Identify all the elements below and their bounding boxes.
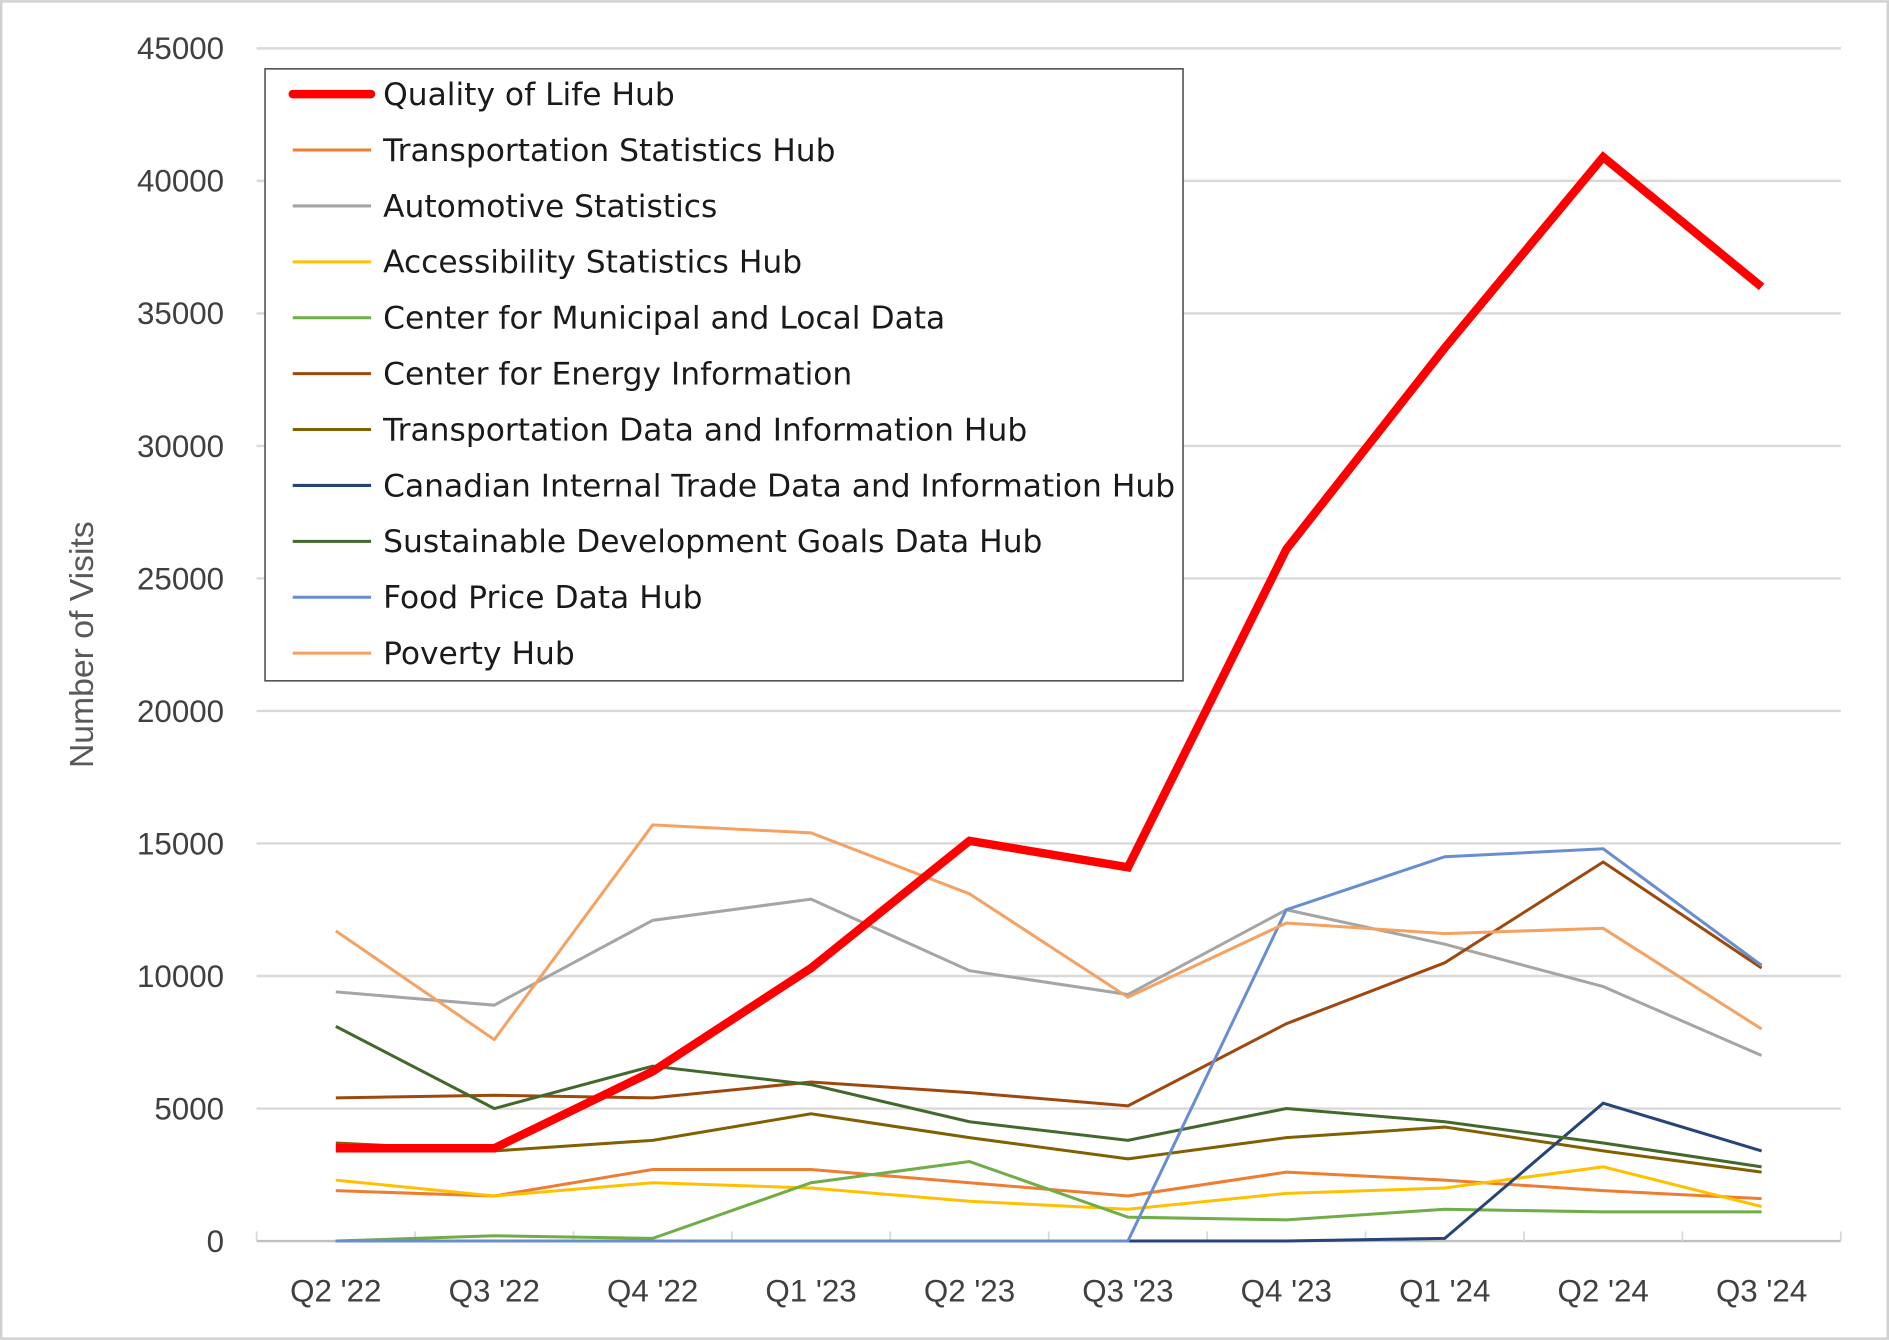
x-tick-label: Q2 '23: [924, 1273, 1015, 1308]
x-tick-label: Q4 '23: [1241, 1273, 1332, 1308]
y-tick-label: 35000: [137, 296, 224, 331]
x-tick-label: Q1 '24: [1399, 1273, 1490, 1308]
y-axis-ticks: 0 5000 10000 15000 20000 25000 30000 35000 40000…: [137, 31, 224, 1259]
legend-label: Automotive Statistics: [383, 189, 717, 225]
legend-label: Quality of Life Hub: [383, 77, 675, 113]
legend-label: Accessibility Statistics Hub: [383, 245, 802, 281]
x-tick-label: Q3 '22: [449, 1273, 540, 1308]
series-line-6: [335, 1112, 1762, 1174]
y-tick-label: 10000: [137, 959, 224, 994]
y-tick-label: 20000: [137, 694, 224, 729]
y-tick-label: 0: [207, 1224, 224, 1259]
series-line-10: [334, 823, 1763, 1042]
legend-label: Transportation Data and Information Hub: [382, 412, 1027, 448]
series-line-3: [335, 1165, 1762, 1211]
y-tick-label: 30000: [137, 429, 224, 464]
legend-box: [264, 68, 1184, 682]
series-line-2: [335, 897, 1763, 1057]
series-line-5: [335, 860, 1763, 1108]
series-lines: [334, 151, 1765, 1243]
y-tick-label: 5000: [154, 1091, 224, 1126]
y-tick-label: 45000: [137, 31, 224, 66]
legend-label: Center for Municipal and Local Data: [383, 301, 945, 337]
series-line-4: [335, 1159, 1762, 1243]
legend-label: Canadian Internal Trade Data and Informa…: [383, 468, 1175, 504]
series-line-9: [335, 847, 1763, 1243]
x-tick-label: Q2 '22: [290, 1273, 381, 1308]
legend-label: Sustainable Development Goals Data Hub: [383, 524, 1042, 560]
series-line-0: [335, 151, 1765, 1153]
y-axis-label: Number of Visits: [63, 521, 101, 768]
x-tick-label: Q4 '22: [607, 1273, 698, 1308]
x-axis-ticks: Q2 '22 Q3 '22 Q4 '22 Q1 '23 Q2 '23 Q3 '23 Q4 '…: [255, 1231, 1842, 1308]
legend-label: Poverty Hub: [383, 636, 575, 672]
y-tick-label: 40000: [137, 164, 224, 199]
legend-label: Transportation Statistics Hub: [382, 133, 835, 169]
y-tick-label: 15000: [137, 826, 224, 861]
legend-label: Food Price Data Hub: [383, 580, 702, 616]
series-line-8: [335, 1025, 1762, 1169]
y-tick-label: 25000: [137, 561, 224, 596]
x-tick-label: Q3 '24: [1716, 1273, 1807, 1308]
legend: Quality of Life Hub Transportation Statis…: [264, 68, 1184, 682]
x-tick-label: Q1 '23: [765, 1273, 856, 1308]
legend-label: Center for Energy Information: [383, 356, 852, 392]
x-tick-label: Q3 '23: [1082, 1273, 1173, 1308]
x-tick-label: Q2 '24: [1558, 1273, 1649, 1308]
